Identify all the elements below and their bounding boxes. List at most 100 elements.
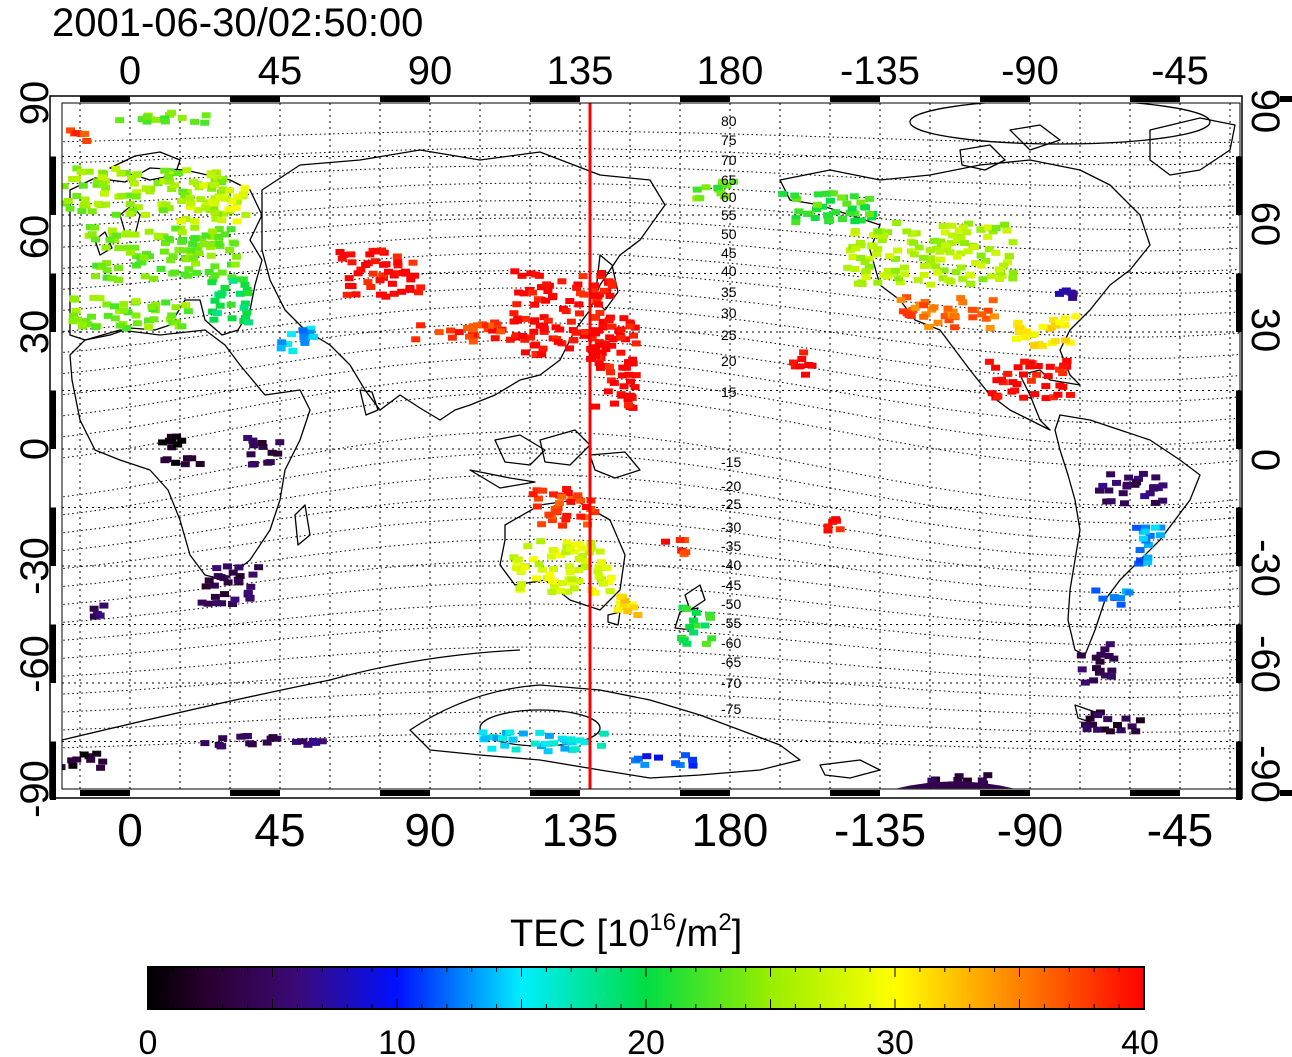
tec-cell [509,310,519,317]
tec-cell [233,193,243,200]
tec-cell [198,182,208,189]
tec-cell [184,266,194,273]
tec-cell [62,183,69,190]
tec-cell [1008,269,1018,276]
tec-cell [898,308,908,315]
tec-cell [790,192,800,199]
tec-cell [952,253,962,260]
tec-cell [240,733,250,740]
tec-cell [619,315,629,322]
tec-cell [131,312,141,319]
tec-cell [209,316,219,323]
tec-cell [188,255,198,262]
tec-cell [969,244,979,250]
tec-cell [288,348,298,354]
tec-cell [375,277,385,284]
tec-cell [1059,362,1069,369]
tec-cell [1015,324,1025,331]
tec-cell [603,579,613,586]
tec-cell [131,193,141,200]
tec-cell [76,169,86,176]
tec-cell [185,204,195,210]
tec-cell [1065,339,1075,346]
tec-cell [691,622,701,629]
tec-cell [615,600,625,607]
tec-cell [487,745,497,752]
tec-cell [218,735,228,742]
tec-cell [850,218,860,225]
tec-cell [580,558,590,565]
tec-cell [91,273,100,280]
tec-cell [848,254,858,260]
tec-cell [944,317,954,324]
tec-cell [565,545,575,552]
tec-cell [902,228,912,235]
tec-cell [201,583,211,590]
colorbar-tick-label: 10 [378,1024,416,1057]
tec-cell [238,276,248,283]
tec-cell [601,346,611,353]
tec-cell [534,495,543,502]
tec-cell [631,340,641,347]
tec-cell [927,777,937,784]
tec-cell [248,571,258,578]
tec-cell [164,174,174,180]
tec-cell [567,739,577,746]
tec-cell [225,187,235,194]
tec-cell [867,214,877,221]
tec-cell [77,321,87,328]
tec-cell [225,247,235,254]
tec-cell [953,777,963,783]
tec-cell [217,600,227,607]
tec-cell [275,439,285,446]
maglat-contour [63,668,1240,698]
maglat-contour [63,732,1240,751]
tec-cell [661,538,670,545]
maglat-contour [63,603,1240,646]
tec-cell [1060,322,1070,329]
bottom-lon-tick: -135 [834,804,926,856]
tec-cell [230,596,240,603]
tec-cell [950,313,959,319]
maglat-contour [63,392,1240,467]
tec-cell [243,435,253,441]
tec-cell [115,117,125,124]
tec-cell [1020,358,1030,365]
tec-cell [161,299,171,306]
tec-cell [1093,726,1103,733]
tec-cell [1030,342,1040,349]
tec-cell [1156,524,1166,531]
tec-cell [390,270,400,277]
tec-cell [532,503,542,510]
tec-cell [894,275,904,282]
tec-cell [180,461,190,468]
tec-cell [600,340,610,347]
tec-cell [597,270,606,276]
tec-cell [947,222,957,229]
tec-cell [292,738,301,745]
tec-cell [201,232,211,239]
tec-cell [566,498,576,505]
tec-cell [1050,338,1060,345]
tec-cell [512,332,521,339]
tec-cell [235,573,245,580]
tec-cell [518,333,528,339]
tec-cell [719,193,729,200]
tec-cell [630,324,640,331]
tec-cell [528,491,538,498]
tec-cell [125,192,135,199]
tec-cell [1089,677,1099,684]
tec-cell [92,181,102,188]
tec-cell [1003,370,1013,377]
tec-cell [230,261,240,268]
tec-cell [220,195,230,202]
tec-cell [860,269,870,276]
tec-cell [227,315,237,322]
tec-cell [361,262,371,268]
tec-cell [1143,554,1153,561]
tec-cell [208,308,218,315]
tec-cell [112,232,121,239]
tec-cell [239,304,249,311]
tec-cell [247,461,257,468]
